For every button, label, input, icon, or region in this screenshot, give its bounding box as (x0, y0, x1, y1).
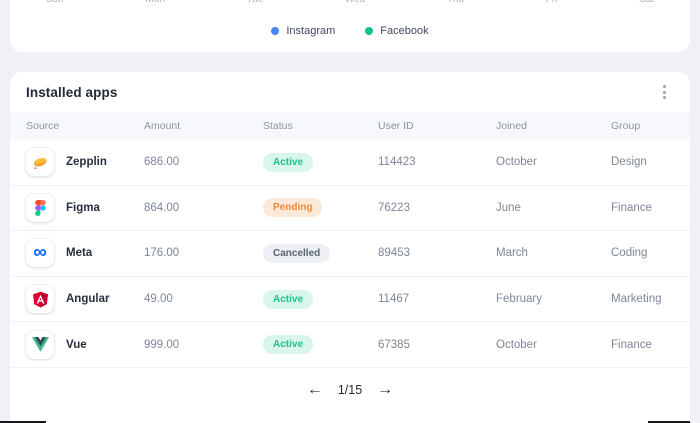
table-row[interactable]: ∞ Meta 176.00 Cancelled 89453 March Codi… (10, 231, 690, 277)
app-name: Zepplin (66, 156, 107, 169)
figma-icon (26, 193, 54, 222)
amount-cell: 864.00 (144, 201, 180, 214)
amount-cell: 999.00 (144, 338, 180, 351)
vue-icon (26, 330, 54, 359)
angular-icon (26, 285, 54, 314)
amount-cell: 176.00 (144, 247, 180, 260)
x-label-tue: Tue (246, 0, 263, 5)
col-header-joined: Joined (496, 120, 527, 132)
source-cell: ∞ Meta (26, 239, 144, 268)
instagram-dot-icon (271, 27, 280, 35)
source-cell: Zepplin (26, 148, 144, 177)
chart-x-axis-labels: Sun Mon Tue Wed Thu Fri Sat (10, 0, 690, 5)
x-label-fri: Fri (546, 0, 558, 5)
table-header-row: Source Amount Status User ID Joined Grou… (10, 112, 690, 140)
table-row[interactable]: Vue 999.00 Active 67385 October Finance (10, 322, 690, 368)
table-row[interactable]: Angular 49.00 Active 11467 February Mark… (10, 277, 690, 323)
legend-label: Instagram (286, 25, 336, 37)
user-id-cell: 114423 (378, 156, 416, 169)
bottom-edge-fragment-right (648, 421, 690, 423)
next-page-button[interactable]: → (377, 380, 394, 398)
meta-icon: ∞ (26, 239, 54, 268)
chart-card: Sun Mon Tue Wed Thu Fri Sat Instagram Fa… (10, 0, 690, 52)
status-cell: Active (263, 335, 378, 355)
previous-page-button[interactable]: ← (306, 380, 323, 398)
status-cell: Active (263, 289, 378, 309)
col-header-source: Source (26, 120, 60, 132)
x-label-sun: Sun (46, 0, 64, 5)
amount-cell: 686.00 (144, 156, 180, 169)
status-badge: Pending (263, 198, 323, 218)
app-name: Figma (66, 201, 100, 214)
status-cell: Cancelled (263, 243, 378, 263)
app-name: Meta (66, 247, 93, 260)
user-id-cell: 76223 (378, 201, 410, 214)
table-row[interactable]: Zepplin 686.00 Active 114423 October Des… (10, 140, 690, 186)
joined-cell: February (496, 293, 543, 306)
app-name: Angular (66, 293, 110, 306)
source-cell: Vue (26, 330, 144, 359)
x-label-sat: Sat (639, 0, 654, 5)
group-cell: Finance (611, 338, 652, 351)
facebook-dot-icon (365, 27, 374, 35)
legend-label: Facebook (380, 25, 429, 37)
col-header-group: Group (611, 120, 641, 132)
zeplin-icon (26, 148, 54, 177)
group-cell: Marketing (611, 293, 662, 306)
joined-cell: October (496, 156, 537, 169)
status-badge: Active (263, 289, 314, 309)
status-badge: Active (263, 152, 314, 172)
user-id-cell: 67385 (378, 338, 410, 351)
col-header-status: Status (263, 120, 293, 132)
table-row[interactable]: Figma 864.00 Pending 76223 June Finance (10, 186, 690, 232)
group-cell: Coding (611, 247, 648, 260)
kebab-menu-icon[interactable] (659, 81, 670, 103)
joined-cell: March (496, 247, 528, 260)
col-header-user-id: User ID (378, 120, 414, 132)
app-name: Vue (66, 338, 87, 351)
status-badge: Active (263, 335, 314, 355)
amount-cell: 49.00 (144, 293, 173, 306)
status-badge: Cancelled (263, 243, 331, 263)
page-indicator: 1/15 (337, 382, 363, 397)
group-cell: Finance (611, 201, 652, 214)
x-label-thu: Thu (447, 0, 464, 5)
card-title: Installed apps (26, 84, 118, 100)
chart-legend: Instagram Facebook (10, 0, 690, 37)
source-cell: Angular (26, 285, 144, 314)
x-label-mon: Mon (145, 0, 164, 5)
legend-item-facebook[interactable]: Facebook (365, 25, 429, 37)
col-header-amount: Amount (144, 120, 181, 132)
x-label-wed: Wed (345, 0, 365, 5)
bottom-edge-fragment-left (0, 421, 46, 423)
group-cell: Design (611, 156, 647, 169)
user-id-cell: 11467 (378, 293, 410, 306)
legend-item-instagram[interactable]: Instagram (271, 25, 335, 37)
installed-apps-card: Installed apps Source Amount Status User… (10, 72, 690, 423)
joined-cell: October (496, 338, 537, 351)
joined-cell: June (496, 201, 521, 214)
status-cell: Pending (263, 198, 378, 218)
status-cell: Active (263, 152, 378, 172)
user-id-cell: 89453 (378, 247, 410, 260)
source-cell: Figma (26, 193, 144, 222)
installed-apps-header: Installed apps (10, 72, 690, 112)
pagination: ← 1/15 → (10, 380, 690, 398)
